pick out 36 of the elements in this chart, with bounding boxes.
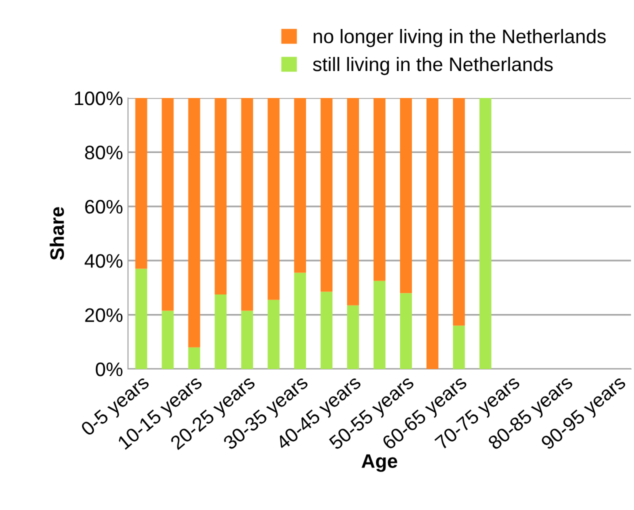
legend-label: no longer living in the Netherlands xyxy=(314,29,606,48)
bar xyxy=(320,292,333,369)
bar xyxy=(214,98,227,294)
y-axis-title: Share xyxy=(50,207,64,260)
bar xyxy=(188,98,200,348)
y-tick-label: 80% xyxy=(85,146,122,160)
bar xyxy=(400,98,412,294)
y-tick-label: 20% xyxy=(85,308,122,322)
bar xyxy=(268,300,280,369)
bar xyxy=(320,98,333,292)
legend-label: still living in the Netherlands xyxy=(312,56,553,76)
bar xyxy=(162,310,174,369)
bar xyxy=(426,98,438,369)
y-tick-label: 0% xyxy=(96,362,122,376)
bar xyxy=(294,98,306,273)
bar xyxy=(214,294,227,369)
bar xyxy=(452,326,465,369)
bar xyxy=(135,268,148,369)
bar xyxy=(241,310,254,369)
bar xyxy=(400,293,412,369)
bar xyxy=(188,347,200,369)
bar xyxy=(452,98,465,326)
bar xyxy=(374,280,386,369)
x-axis-title: Age xyxy=(362,454,398,472)
y-tick-label: 60% xyxy=(85,200,122,214)
bar xyxy=(374,98,386,281)
bar xyxy=(135,98,148,269)
y-tick-label: 100% xyxy=(74,91,122,106)
bar xyxy=(479,98,492,369)
bar xyxy=(162,98,174,311)
bar xyxy=(268,98,280,300)
y-tick-label: 40% xyxy=(84,254,122,268)
bar xyxy=(294,272,306,369)
bar xyxy=(347,305,359,369)
bar xyxy=(241,98,254,311)
bar xyxy=(347,98,359,306)
